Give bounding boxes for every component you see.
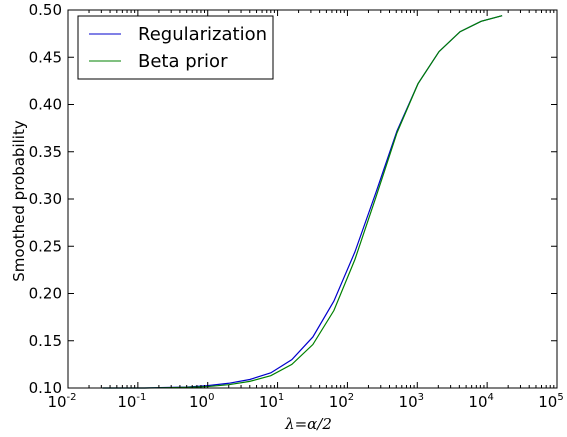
- x-axis-title: λ=α/2: [284, 415, 332, 433]
- y-tick-label: 0.45: [29, 48, 62, 66]
- y-axis-title: Smoothed probability: [10, 120, 28, 282]
- y-tick-label: 0.50: [29, 1, 62, 19]
- legend: Regularization Beta prior: [77, 15, 274, 80]
- x-tick-label: 102: [329, 392, 354, 411]
- labels-layer: 10-2 10-1 100 101 102 103 104 105 0.10 0.15 0.20 0.…: [29, 1, 564, 411]
- x-tick-label: 105: [538, 392, 563, 411]
- legend-box: [77, 15, 274, 80]
- ticks-layer: [67, 9, 558, 389]
- x-tick-label: 101: [259, 392, 284, 411]
- y-tick-label: 0.30: [29, 190, 62, 208]
- x-tick-label: 10-2: [47, 392, 76, 411]
- y-tick-label: 0.20: [29, 285, 62, 303]
- x-tick-label: 100: [189, 392, 214, 411]
- legend-label-regularization: Regularization: [138, 24, 267, 45]
- y-tick-label: 0.25: [29, 237, 62, 255]
- legend-label-beta-prior: Beta prior: [138, 51, 228, 72]
- y-tick-label: 0.15: [29, 332, 62, 350]
- y-tick-label: 0.40: [29, 96, 62, 114]
- x-tick-label: 10-1: [117, 392, 146, 411]
- x-tick-label: 104: [468, 392, 493, 411]
- x-tick-label: 103: [399, 392, 424, 411]
- y-tick-label: 0.35: [29, 143, 62, 161]
- y-tick-label: 0.10: [29, 379, 62, 397]
